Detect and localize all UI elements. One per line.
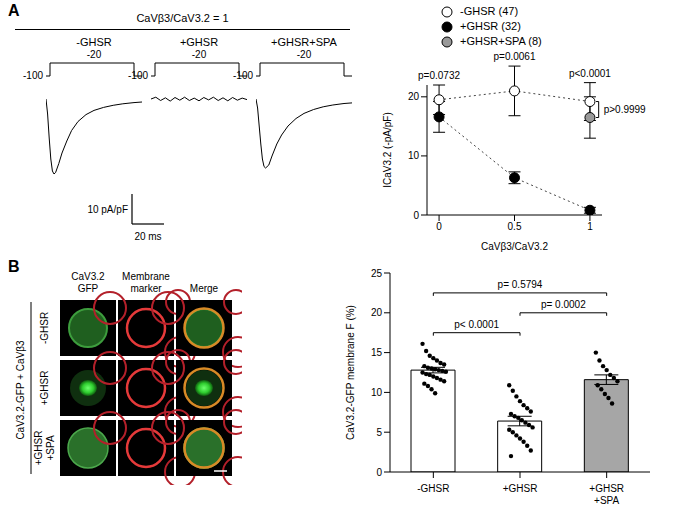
svg-text:-GHSR: -GHSR bbox=[39, 312, 50, 344]
html-text:+GHSR+SPA (8): +GHSR+SPA (8) bbox=[460, 35, 542, 47]
svg-text:Membranemarker: Membranemarker bbox=[122, 271, 170, 294]
svg-text:p= 0.0002: p= 0.0002 bbox=[541, 299, 586, 310]
svg-text:-20: -20 bbox=[297, 49, 312, 60]
svg-text:10: 10 bbox=[371, 387, 383, 398]
svg-text:CaV3.2-GFP + CaVβ3: CaV3.2-GFP + CaVβ3 bbox=[15, 340, 26, 440]
svg-text:0.5: 0.5 bbox=[508, 221, 522, 232]
svg-text:p=0.0732: p=0.0732 bbox=[418, 70, 460, 81]
svg-text:CaV3.2-GFP membrane F (%): CaV3.2-GFP membrane F (%) bbox=[345, 305, 356, 440]
svg-text:Merge: Merge bbox=[190, 283, 219, 294]
svg-text:p>0.9999: p>0.9999 bbox=[604, 104, 646, 115]
svg-text:10 pA/pF: 10 pA/pF bbox=[87, 204, 128, 215]
svg-text:-100: -100 bbox=[128, 70, 148, 81]
svg-text:p= 0.5794: p= 0.5794 bbox=[498, 279, 543, 290]
html-text:+GHSR: +GHSR bbox=[179, 36, 219, 48]
svg-text:CaVβ3/CaV3.2: CaVβ3/CaV3.2 bbox=[481, 241, 548, 252]
svg-text:10: 10 bbox=[408, 150, 420, 161]
html-text:-GHSR: -GHSR bbox=[76, 36, 112, 48]
html-text:A: A bbox=[8, 2, 20, 19]
svg-text:20: 20 bbox=[408, 91, 420, 102]
svg-text:0: 0 bbox=[376, 467, 382, 478]
svg-text:5: 5 bbox=[376, 427, 382, 438]
svg-text:+GHSR: +GHSR bbox=[39, 371, 50, 406]
svg-text:p< 0.0001: p< 0.0001 bbox=[454, 319, 499, 330]
html-text:-GHSR (47): -GHSR (47) bbox=[460, 5, 519, 17]
svg-text:1: 1 bbox=[587, 221, 593, 232]
svg-text:25: 25 bbox=[371, 268, 383, 279]
svg-text:+GHSR+SPA: +GHSR+SPA bbox=[589, 483, 624, 506]
svg-text:-100: -100 bbox=[233, 70, 253, 81]
svg-text:-100: -100 bbox=[23, 70, 43, 81]
svg-text:0: 0 bbox=[413, 210, 419, 221]
svg-text:15: 15 bbox=[371, 347, 383, 358]
svg-text:20: 20 bbox=[371, 307, 383, 318]
svg-text:20 ms: 20 ms bbox=[134, 231, 161, 242]
svg-text:-20: -20 bbox=[87, 49, 102, 60]
html-text:CaVβ3/CaV3.2 = 1: CaVβ3/CaV3.2 = 1 bbox=[136, 12, 229, 24]
svg-text:+GHSR+SPA: +GHSR+SPA bbox=[33, 431, 56, 466]
svg-text:0: 0 bbox=[436, 221, 442, 232]
svg-text:CaV3.2GFP: CaV3.2GFP bbox=[71, 271, 105, 294]
html-text:B: B bbox=[8, 258, 20, 275]
svg-text:-20: -20 bbox=[192, 49, 207, 60]
svg-text:-GHSR: -GHSR bbox=[417, 483, 449, 494]
svg-text:p=0.0061: p=0.0061 bbox=[494, 51, 536, 62]
svg-text:p<0.0001: p<0.0001 bbox=[569, 68, 611, 79]
html-text:+GHSR (32): +GHSR (32) bbox=[460, 20, 521, 32]
svg-text:ICaV3.2 (-pA/pF): ICaV3.2 (-pA/pF) bbox=[382, 112, 393, 188]
svg-text:+GHSR: +GHSR bbox=[503, 483, 538, 494]
html-text:+GHSR+SPA: +GHSR+SPA bbox=[271, 36, 337, 48]
